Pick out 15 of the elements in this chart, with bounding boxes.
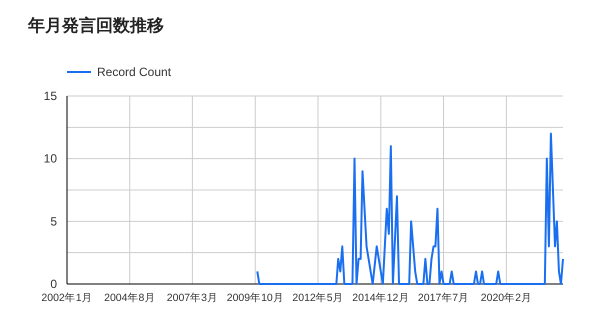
x-tick-label: 2007年3月 [166,292,218,304]
x-tick-label: 2004年8月 [104,292,156,304]
x-tick-label: 2012年5月 [292,292,344,304]
x-tick-label: 2009年10月 [226,292,284,304]
y-tick-label: 0 [50,277,58,291]
line-series [256,132,564,285]
y-tick-label: 5 [50,214,58,228]
chart-title: 年月発言回数推移 [27,16,164,35]
x-tick-label: 2017年7月 [418,292,470,304]
y-tick-label: 15 [44,89,58,103]
legend-label: Record Count [97,65,172,79]
x-tick-label: 2002年1月 [41,292,93,304]
y-tick-label: 10 [44,152,58,166]
x-tick-label: 2014年12月 [352,292,410,304]
x-tick-label: 2020年2月 [480,292,532,304]
